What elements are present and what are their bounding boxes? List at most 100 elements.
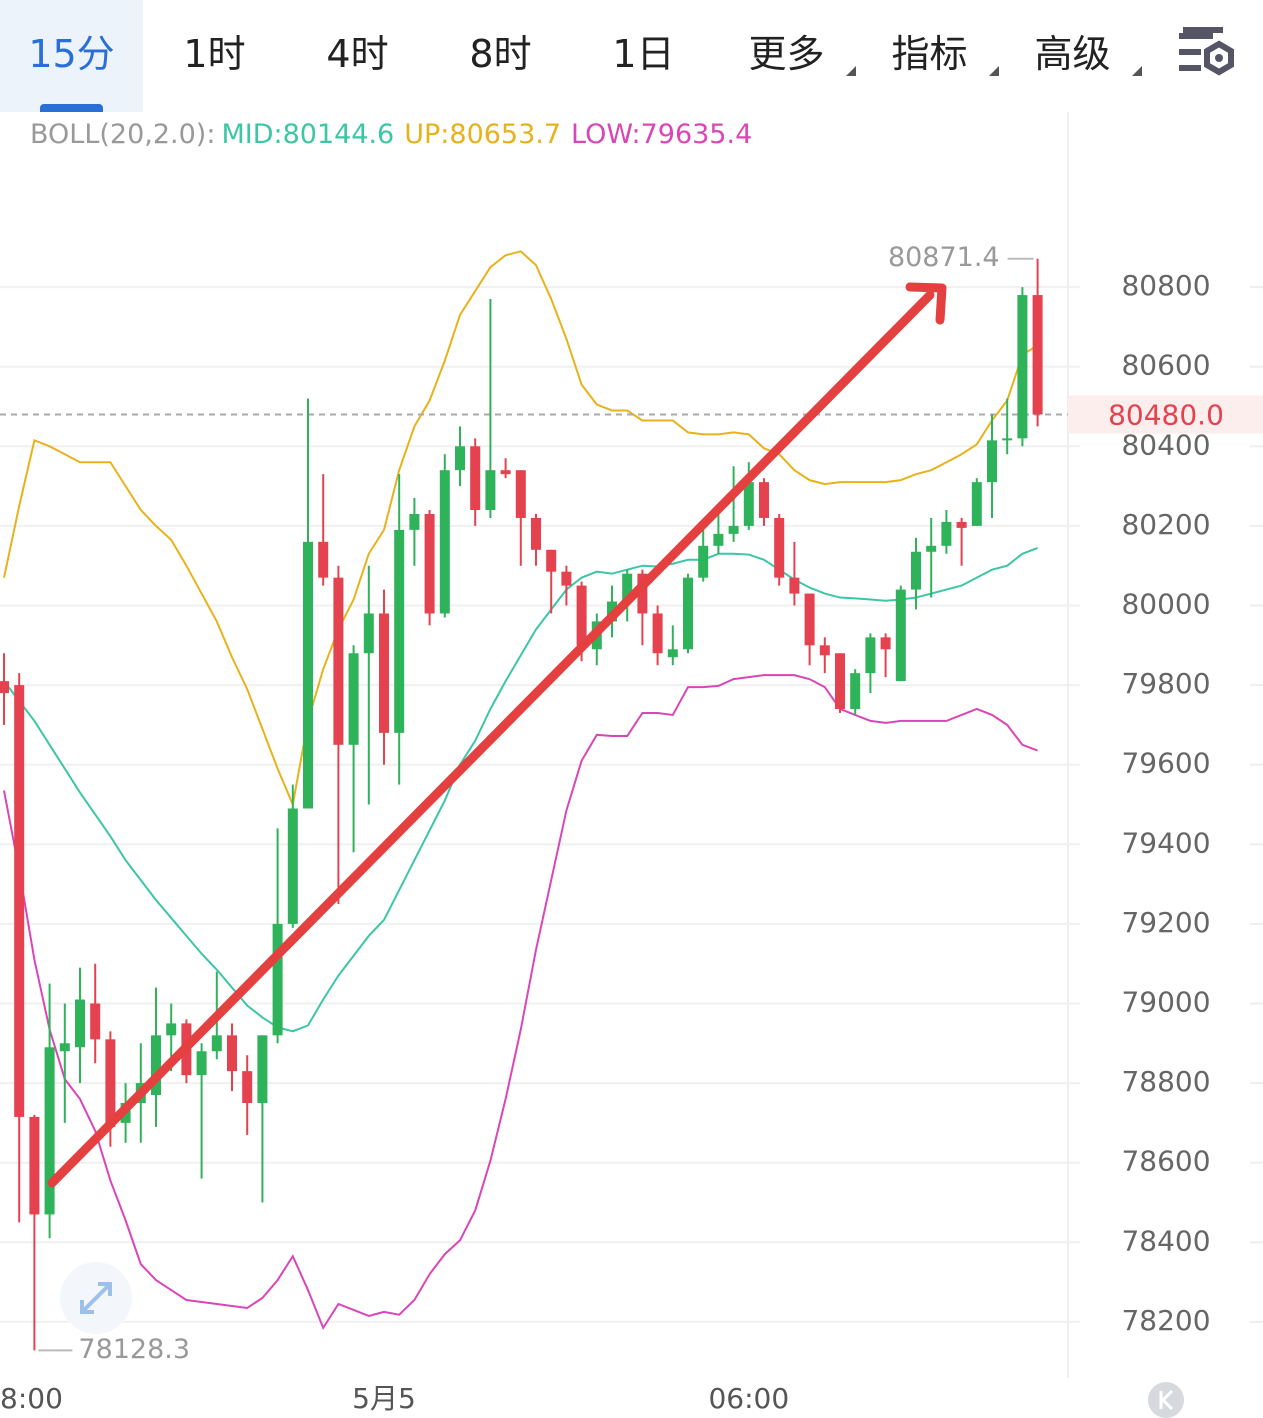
candle-body bbox=[424, 513, 435, 614]
timeframe-tab[interactable]: 1时 bbox=[183, 32, 246, 76]
candle-body bbox=[211, 1035, 222, 1052]
candle-body bbox=[1032, 295, 1043, 415]
candle-body bbox=[227, 1035, 237, 1072]
candle-body bbox=[394, 529, 405, 733]
candle-body bbox=[14, 685, 25, 1117]
candle-body bbox=[151, 1035, 161, 1096]
x-tick-label: 06:00 bbox=[708, 1382, 789, 1415]
candle-body bbox=[941, 521, 952, 546]
candle-body bbox=[379, 613, 389, 733]
candle-body bbox=[911, 551, 921, 590]
candle-body bbox=[75, 999, 85, 1048]
candle-body bbox=[287, 808, 298, 924]
candle-body bbox=[90, 1003, 101, 1040]
y-tick-label: 79000 bbox=[1121, 985, 1210, 1018]
candle-body bbox=[303, 541, 313, 809]
legend-entry: UP:80653.7 bbox=[404, 119, 561, 150]
candle-body bbox=[363, 613, 374, 654]
y-tick-label: 80800 bbox=[1121, 269, 1210, 302]
candle-body bbox=[576, 585, 587, 646]
candle-body bbox=[971, 482, 982, 526]
plot: 78200 78400 78600 78800 79000 79200 79400 79600… bbox=[0, 242, 1263, 1415]
y-tick-label: 79200 bbox=[1121, 906, 1210, 939]
candle-body bbox=[0, 681, 9, 694]
y-tick-label: 80600 bbox=[1121, 349, 1210, 382]
timeframe-tab[interactable]: 1日 bbox=[612, 32, 675, 76]
candle-body bbox=[880, 637, 891, 650]
indicator-legend: BOLL(20,2.0): MID:80144.6 UP:80653.7 LOW:79… bbox=[30, 119, 752, 150]
boll-line bbox=[3, 674, 1038, 1331]
candle-body bbox=[667, 649, 678, 658]
candle-body bbox=[926, 545, 937, 552]
max-label: 80871.4 bbox=[888, 242, 1000, 273]
last-price-label: 80480.0 bbox=[1108, 398, 1224, 431]
y-tick-label: 78200 bbox=[1121, 1304, 1210, 1337]
timeframe-tab[interactable]: 15分 bbox=[0, 0, 143, 112]
trend-arrowhead bbox=[905, 282, 947, 325]
candle-body bbox=[242, 1071, 253, 1103]
k-button[interactable] bbox=[1148, 1382, 1184, 1418]
candle-body bbox=[956, 521, 967, 528]
candle-body bbox=[698, 545, 709, 578]
candle-body bbox=[105, 1039, 116, 1127]
candle-body bbox=[622, 573, 633, 602]
tab-bar: 15分 1时 4时 8时 1日 更多 指标 高级 bbox=[0, 0, 1263, 112]
candle-body bbox=[637, 573, 648, 614]
candle-body bbox=[531, 517, 541, 550]
legend-entry: LOW:79635.4 bbox=[571, 119, 752, 150]
candle-body bbox=[59, 1043, 70, 1052]
timeframe-tab[interactable]: 高级 bbox=[1001, 0, 1144, 112]
candle-body bbox=[850, 673, 861, 709]
candle-body bbox=[987, 440, 997, 483]
timeframe-tab[interactable]: 4时 bbox=[326, 32, 389, 76]
candle-body bbox=[546, 549, 557, 572]
candle-body bbox=[865, 637, 876, 674]
expand-button[interactable] bbox=[60, 1262, 132, 1334]
y-tick-label: 78800 bbox=[1121, 1065, 1210, 1098]
candle-body bbox=[561, 571, 572, 586]
candle-body bbox=[257, 1035, 268, 1103]
y-tick-label: 80200 bbox=[1121, 508, 1210, 541]
candle-body bbox=[29, 1116, 40, 1215]
candle-body bbox=[455, 446, 465, 471]
y-tick-label: 78400 bbox=[1121, 1224, 1210, 1257]
candle-body bbox=[1017, 295, 1028, 439]
x-tick-label: 8:00 bbox=[0, 1382, 63, 1415]
boll-line bbox=[3, 250, 1039, 808]
candle-body bbox=[804, 593, 815, 646]
candle-body bbox=[333, 577, 344, 745]
indicator-label: BOLL(20,2.0): bbox=[30, 119, 215, 150]
candle-body bbox=[1002, 438, 1013, 441]
candle-body bbox=[835, 653, 845, 709]
candle-body bbox=[439, 470, 450, 614]
y-tick-label: 78600 bbox=[1121, 1145, 1210, 1178]
candle-body bbox=[743, 482, 754, 526]
boll-line bbox=[3, 547, 1038, 1033]
y-tick-label: 79400 bbox=[1121, 826, 1210, 859]
candle-body bbox=[819, 645, 830, 656]
last-price-box bbox=[1068, 395, 1263, 434]
candle-body bbox=[409, 513, 420, 530]
candle-body bbox=[500, 470, 511, 475]
candle-body bbox=[272, 923, 283, 1036]
timeframe-tab[interactable]: 8时 bbox=[469, 32, 532, 76]
candle-body bbox=[774, 517, 785, 578]
x-tick-label: 5月5 bbox=[352, 1382, 416, 1415]
candle-body bbox=[166, 1023, 177, 1036]
candle-body bbox=[895, 589, 906, 682]
settings-icon[interactable] bbox=[1173, 0, 1263, 112]
candle-body bbox=[470, 446, 481, 510]
timeframe-tab[interactable]: 指标 bbox=[858, 0, 1001, 112]
min-label: 78128.3 bbox=[78, 1334, 190, 1365]
y-tick-label: 80400 bbox=[1121, 428, 1210, 461]
y-tick-label: 79600 bbox=[1121, 747, 1210, 780]
timeframe-tab[interactable]: 更多 bbox=[715, 0, 858, 112]
candle-body bbox=[683, 577, 693, 650]
legend-entry: MID:80144.6 bbox=[221, 119, 394, 150]
y-tick-label: 79800 bbox=[1121, 667, 1210, 700]
y-tick-label: 80000 bbox=[1121, 588, 1210, 621]
candle-body bbox=[485, 470, 496, 510]
candle-body bbox=[318, 541, 329, 578]
